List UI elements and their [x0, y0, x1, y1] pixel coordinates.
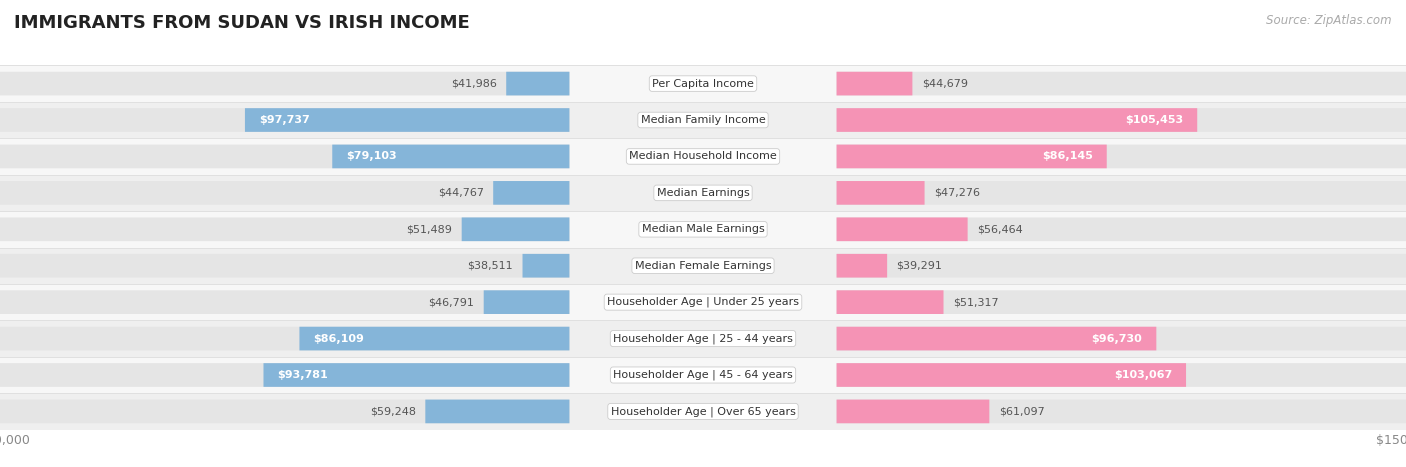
- Bar: [0, 357, 1406, 393]
- Bar: [0, 320, 1406, 357]
- Text: $86,109: $86,109: [314, 333, 364, 344]
- FancyBboxPatch shape: [837, 363, 1406, 387]
- FancyBboxPatch shape: [0, 181, 569, 205]
- Text: Source: ZipAtlas.com: Source: ZipAtlas.com: [1267, 14, 1392, 27]
- Text: $41,986: $41,986: [451, 78, 496, 89]
- FancyBboxPatch shape: [837, 254, 887, 277]
- FancyBboxPatch shape: [263, 363, 569, 387]
- Text: $86,145: $86,145: [1042, 151, 1092, 162]
- Bar: [0, 248, 1406, 284]
- FancyBboxPatch shape: [461, 218, 569, 241]
- FancyBboxPatch shape: [837, 181, 1406, 205]
- FancyBboxPatch shape: [837, 108, 1406, 132]
- FancyBboxPatch shape: [837, 145, 1107, 168]
- FancyBboxPatch shape: [506, 72, 569, 95]
- FancyBboxPatch shape: [0, 108, 569, 132]
- Text: Householder Age | 25 - 44 years: Householder Age | 25 - 44 years: [613, 333, 793, 344]
- FancyBboxPatch shape: [426, 400, 569, 423]
- FancyBboxPatch shape: [837, 400, 1406, 423]
- Text: $44,767: $44,767: [437, 188, 484, 198]
- FancyBboxPatch shape: [299, 327, 569, 350]
- FancyBboxPatch shape: [837, 327, 1406, 350]
- Text: Median Earnings: Median Earnings: [657, 188, 749, 198]
- FancyBboxPatch shape: [837, 363, 1187, 387]
- Bar: [0, 138, 1406, 175]
- FancyBboxPatch shape: [0, 290, 569, 314]
- Text: $93,781: $93,781: [277, 370, 328, 380]
- FancyBboxPatch shape: [837, 327, 1156, 350]
- FancyBboxPatch shape: [837, 72, 1406, 95]
- Text: $44,679: $44,679: [922, 78, 967, 89]
- Text: $51,317: $51,317: [953, 297, 998, 307]
- FancyBboxPatch shape: [837, 181, 925, 205]
- Text: $59,248: $59,248: [370, 406, 416, 417]
- Text: Householder Age | 45 - 64 years: Householder Age | 45 - 64 years: [613, 370, 793, 380]
- Text: $56,464: $56,464: [977, 224, 1022, 234]
- FancyBboxPatch shape: [837, 72, 912, 95]
- FancyBboxPatch shape: [837, 145, 1406, 168]
- Text: Median Female Earnings: Median Female Earnings: [634, 261, 772, 271]
- Text: $61,097: $61,097: [998, 406, 1045, 417]
- Bar: [0, 65, 1406, 102]
- Text: IMMIGRANTS FROM SUDAN VS IRISH INCOME: IMMIGRANTS FROM SUDAN VS IRISH INCOME: [14, 14, 470, 32]
- FancyBboxPatch shape: [837, 218, 1406, 241]
- FancyBboxPatch shape: [837, 218, 967, 241]
- Bar: [0, 211, 1406, 248]
- FancyBboxPatch shape: [494, 181, 569, 205]
- Text: $47,276: $47,276: [934, 188, 980, 198]
- Bar: [0, 284, 1406, 320]
- FancyBboxPatch shape: [837, 108, 1198, 132]
- Bar: [0, 393, 1406, 430]
- Bar: [0, 175, 1406, 211]
- Text: $96,730: $96,730: [1091, 333, 1142, 344]
- Bar: [0, 102, 1406, 138]
- FancyBboxPatch shape: [332, 145, 569, 168]
- FancyBboxPatch shape: [484, 290, 569, 314]
- FancyBboxPatch shape: [0, 218, 569, 241]
- FancyBboxPatch shape: [0, 254, 569, 277]
- FancyBboxPatch shape: [245, 108, 569, 132]
- FancyBboxPatch shape: [0, 327, 569, 350]
- FancyBboxPatch shape: [0, 145, 569, 168]
- Text: Median Male Earnings: Median Male Earnings: [641, 224, 765, 234]
- FancyBboxPatch shape: [0, 72, 569, 95]
- Text: $39,291: $39,291: [897, 261, 942, 271]
- Text: $105,453: $105,453: [1125, 115, 1184, 125]
- FancyBboxPatch shape: [0, 400, 569, 423]
- Text: Median Family Income: Median Family Income: [641, 115, 765, 125]
- FancyBboxPatch shape: [523, 254, 569, 277]
- Text: Per Capita Income: Per Capita Income: [652, 78, 754, 89]
- FancyBboxPatch shape: [837, 400, 990, 423]
- Text: $103,067: $103,067: [1114, 370, 1173, 380]
- FancyBboxPatch shape: [0, 363, 569, 387]
- Text: $97,737: $97,737: [259, 115, 309, 125]
- Text: Median Household Income: Median Household Income: [628, 151, 778, 162]
- Text: $46,791: $46,791: [429, 297, 474, 307]
- FancyBboxPatch shape: [837, 290, 943, 314]
- Text: Householder Age | Under 25 years: Householder Age | Under 25 years: [607, 297, 799, 307]
- Text: $51,489: $51,489: [406, 224, 453, 234]
- FancyBboxPatch shape: [837, 254, 1406, 277]
- Text: $38,511: $38,511: [468, 261, 513, 271]
- Text: $79,103: $79,103: [346, 151, 396, 162]
- FancyBboxPatch shape: [837, 290, 1406, 314]
- Legend: Immigrants from Sudan, Irish: Immigrants from Sudan, Irish: [579, 465, 827, 467]
- Text: Householder Age | Over 65 years: Householder Age | Over 65 years: [610, 406, 796, 417]
